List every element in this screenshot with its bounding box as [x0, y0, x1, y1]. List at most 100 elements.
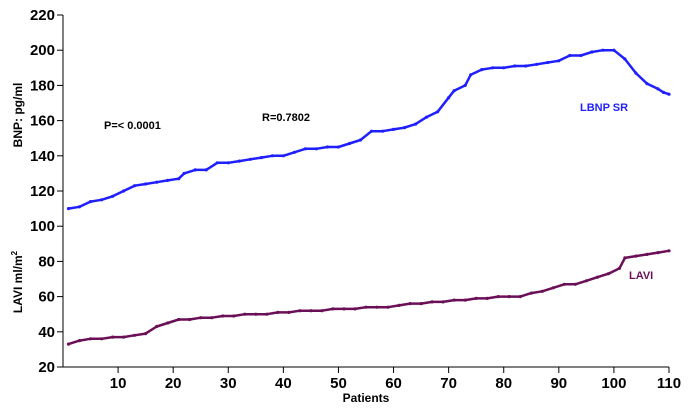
data-point: [496, 295, 500, 299]
data-point: [226, 161, 230, 165]
data-point: [100, 337, 104, 341]
data-point: [155, 180, 159, 184]
data-point: [617, 266, 622, 270]
series-layer: [66, 48, 671, 346]
series-label-bnp: LBNP SR: [580, 102, 628, 114]
data-point: [397, 303, 401, 307]
x-tick-label: 100: [601, 375, 626, 392]
data-point: [661, 90, 666, 94]
data-point: [77, 339, 82, 343]
data-point: [562, 282, 566, 286]
data-point: [612, 48, 616, 52]
data-point: [353, 307, 357, 311]
text-layer: Patients BNP: pg/ml LAVI ml/m2 P=< 0.0001 R=…: [10, 83, 653, 405]
axes: 20 40 60 80 100 120 140 160 180 200 220 10 20 30 40 50 6…: [30, 7, 681, 392]
data-point: [469, 73, 473, 77]
data-point: [364, 305, 368, 309]
data-point: [507, 295, 511, 299]
data-point: [298, 309, 302, 313]
data-point: [347, 141, 352, 146]
data-point: [551, 286, 555, 290]
data-point: [325, 145, 329, 149]
y-tick-label: 40: [38, 324, 55, 341]
data-point: [557, 59, 561, 63]
y-tick-label: 80: [38, 253, 55, 270]
x-tick-label: 50: [330, 375, 347, 392]
data-point: [248, 157, 252, 161]
data-point: [66, 342, 71, 346]
data-point: [584, 279, 589, 283]
data-point: [491, 66, 495, 70]
data-point: [375, 305, 379, 309]
data-point: [634, 254, 638, 258]
data-point: [369, 129, 374, 133]
data-point: [656, 251, 660, 255]
data-point: [452, 298, 456, 302]
x-tick-label: 90: [550, 375, 567, 392]
data-point: [408, 302, 412, 306]
data-point: [447, 96, 451, 100]
y-axis-title-upper: BNP: pg/ml: [11, 83, 25, 148]
data-point: [243, 312, 247, 316]
data-point: [430, 300, 434, 304]
x-tick-label: 40: [275, 375, 292, 392]
x-tick-label: 30: [220, 375, 237, 392]
data-point: [667, 249, 671, 253]
data-point: [193, 168, 197, 172]
data-point: [590, 50, 594, 54]
data-point: [309, 309, 313, 313]
data-point: [623, 57, 627, 61]
y-axis-title-lower-main: LAVI ml/m: [11, 255, 25, 313]
data-point: [601, 48, 605, 52]
data-point: [568, 53, 572, 58]
data-point: [667, 92, 671, 96]
data-point: [645, 252, 649, 256]
data-point: [524, 64, 528, 68]
data-point: [281, 154, 285, 158]
data-point: [634, 71, 638, 75]
data-point: [122, 335, 126, 339]
data-point: [111, 335, 115, 339]
data-point: [452, 89, 456, 93]
data-point: [232, 314, 236, 318]
y-axis-title-lower: LAVI ml/m2: [10, 250, 25, 313]
data-point: [66, 207, 71, 211]
data-point: [529, 291, 533, 295]
p-value-annotation: P=< 0.0001: [104, 120, 161, 132]
data-point: [166, 178, 170, 182]
data-point: [502, 66, 506, 70]
data-point: [463, 83, 467, 87]
x-tick-label: 10: [110, 375, 127, 392]
x-tick-label: 110: [657, 375, 681, 392]
data-point: [573, 282, 577, 286]
data-point: [419, 302, 423, 306]
data-point: [414, 122, 418, 126]
y-tick-label: 20: [38, 359, 55, 376]
data-point: [210, 316, 214, 320]
data-point: [88, 337, 93, 341]
data-point: [199, 316, 203, 320]
data-point: [292, 150, 296, 154]
data-point: [122, 189, 126, 193]
data-point: [331, 307, 335, 311]
data-point: [579, 53, 583, 58]
data-point: [88, 200, 93, 204]
series-line-lavi: [68, 249, 670, 346]
data-point: [215, 161, 219, 165]
data-point: [513, 64, 517, 68]
data-point: [133, 184, 137, 188]
x-tick-label: 80: [495, 375, 512, 392]
data-point: [155, 324, 159, 329]
data-point: [133, 333, 137, 337]
y-tick-label: 120: [30, 183, 55, 200]
data-point: [480, 68, 484, 72]
data-point: [606, 272, 611, 276]
data-point: [276, 310, 280, 314]
data-point: [358, 138, 363, 142]
data-point: [425, 115, 429, 119]
series-label-lavi: LAVI: [629, 270, 653, 282]
data-point: [270, 154, 274, 158]
y-tick-label: 220: [30, 7, 55, 24]
data-point: [144, 332, 148, 336]
